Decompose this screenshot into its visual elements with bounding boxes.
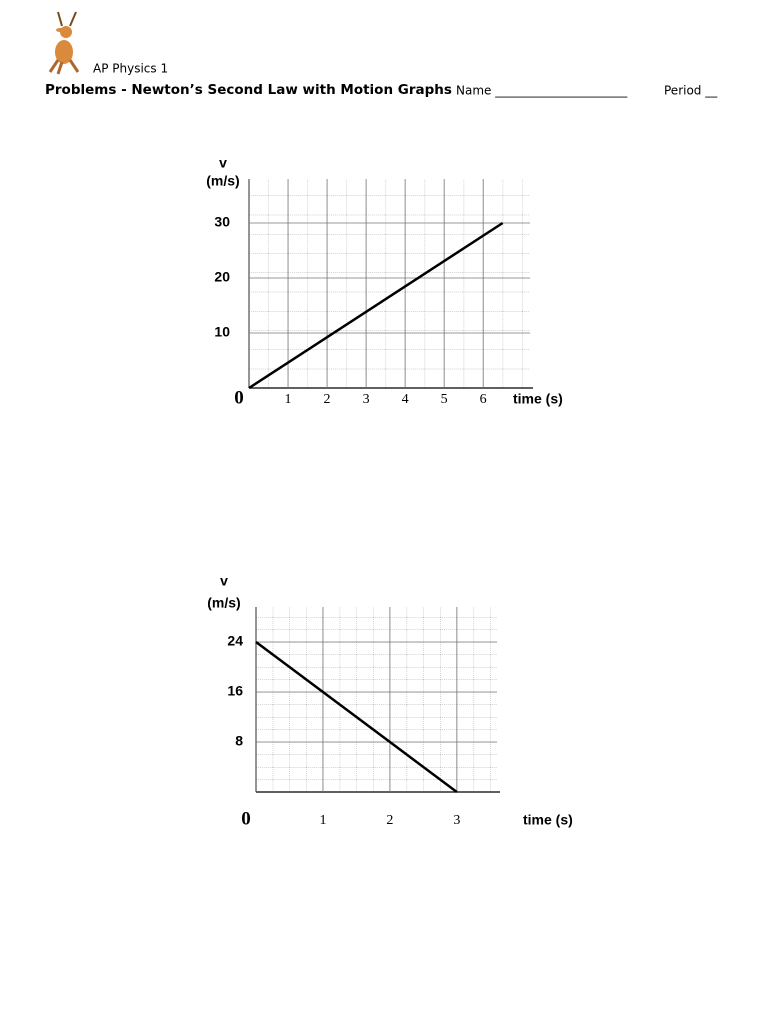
x-tick-label: 1: [319, 813, 326, 828]
y-tick-label: 10: [214, 324, 230, 340]
y-axis-label: (m/s): [206, 173, 239, 189]
x-axis-label: time (s): [523, 812, 573, 828]
grid-area: [249, 179, 530, 388]
course: AP Physics 1: [93, 62, 168, 76]
x-tick-label: 5: [441, 392, 448, 407]
x-tick-label: 3: [363, 392, 370, 407]
x-axis-label: time (s): [513, 391, 563, 407]
y-tick-label: 16: [227, 683, 243, 699]
title: Problems - Newton’s Second Law with Moti…: [45, 82, 452, 98]
y-axis-label: v: [220, 573, 228, 589]
data-line: [255, 640, 458, 794]
grid-area: [256, 607, 497, 792]
period-field: Period __: [664, 84, 718, 98]
name-field: Name ______________________: [456, 84, 628, 98]
x-tick-label: 4: [402, 392, 409, 407]
x-tick-label: 6: [480, 392, 487, 407]
y-tick-label: 30: [214, 214, 230, 230]
x-tick-label: 2: [324, 392, 331, 407]
x-tick-label: 3: [453, 813, 460, 828]
x-tick-label: 0: [241, 808, 251, 829]
deer-logo: [48, 11, 80, 75]
data-line: [248, 221, 504, 390]
y-axis-label: v: [219, 155, 227, 171]
y-tick-label: 20: [214, 269, 230, 285]
y-tick-label: 8: [235, 733, 243, 749]
x-tick-label: 0: [234, 387, 244, 408]
x-tick-label: 2: [386, 813, 393, 828]
y-axis-label: (m/s): [207, 595, 240, 611]
y-tick-label: 24: [227, 633, 243, 649]
x-tick-label: 1: [285, 392, 292, 407]
